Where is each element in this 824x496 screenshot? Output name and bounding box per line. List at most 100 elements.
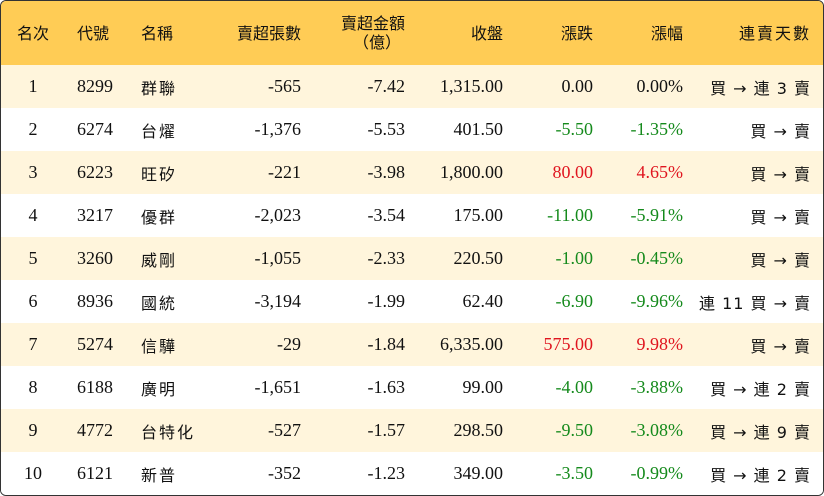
table-body: 1 8299 群聯 -565 -7.42 1,315.00 0.00 0.00% 買 → 連 3… xyxy=(1,65,823,495)
cell-change-pct: -9.96% xyxy=(630,291,684,311)
table-row[interactable]: 6 8936 國統 -3,194 -1.99 62.40 -6.90 -9.96% 連 11 買… xyxy=(1,280,823,323)
cell-close: 175.00 xyxy=(453,205,504,225)
cell-change-pct: -3.88% xyxy=(630,377,684,397)
cell-close: 6,335.00 xyxy=(440,334,503,354)
cell-code: 6223 xyxy=(77,162,113,182)
cell-rank: 7 xyxy=(28,334,38,354)
cell-sell-amount: -5.53 xyxy=(367,119,406,139)
cell-sell-shares: -221 xyxy=(268,162,301,182)
cell-change: -4.00 xyxy=(555,377,594,397)
header-change-pct[interactable]: 漲幅 xyxy=(650,23,683,43)
cell-change: -11.00 xyxy=(547,205,593,225)
cell-streak: 買 → 賣 xyxy=(750,207,811,227)
cell-change: -9.50 xyxy=(555,420,594,440)
cell-streak: 買 → 連 2 賣 xyxy=(710,465,811,485)
table-row[interactable]: 7 5274 信驊 -29 -1.84 6,335.00 575.00 9.98% 買 → 賣 xyxy=(1,323,823,366)
table-row[interactable]: 4 3217 優群 -2,023 -3.54 175.00 -11.00 -5.91% 買 → … xyxy=(1,194,823,237)
cell-close: 62.40 xyxy=(462,291,504,311)
cell-code: 3260 xyxy=(77,248,113,268)
cell-rank: 3 xyxy=(28,162,38,182)
cell-change-pct: -0.45% xyxy=(630,248,684,268)
cell-name: 威剛 xyxy=(141,250,178,270)
cell-rank: 4 xyxy=(28,205,38,225)
cell-code: 8936 xyxy=(77,291,113,311)
cell-change: 0.00 xyxy=(561,76,594,96)
cell-code: 3217 xyxy=(77,205,113,225)
cell-sell-amount: -3.54 xyxy=(367,205,406,225)
cell-change-pct: -3.08% xyxy=(630,420,684,440)
table-row[interactable]: 2 6274 台燿 -1,376 -5.53 401.50 -5.50 -1.35% 買 → 賣 xyxy=(1,108,823,151)
cell-close: 1,800.00 xyxy=(440,162,503,182)
cell-name: 信驊 xyxy=(141,336,178,356)
cell-rank: 8 xyxy=(28,377,38,397)
cell-sell-shares: -2,023 xyxy=(254,205,302,225)
cell-streak: 買 → 賣 xyxy=(750,121,811,141)
cell-change: -3.50 xyxy=(555,463,594,483)
cell-rank: 10 xyxy=(24,463,42,483)
cell-code: 5274 xyxy=(77,334,113,354)
header-streak[interactable]: 連賣天數 xyxy=(738,23,811,43)
cell-change-pct: -0.99% xyxy=(630,463,684,483)
cell-rank: 6 xyxy=(28,291,38,311)
cell-rank: 2 xyxy=(28,119,38,139)
cell-rank: 1 xyxy=(28,76,38,96)
cell-close: 401.50 xyxy=(453,119,504,139)
header-sell-amount-line1: 賣超金額 xyxy=(340,14,405,33)
cell-name: 國統 xyxy=(141,293,178,313)
cell-close: 220.50 xyxy=(453,248,504,268)
table-row[interactable]: 10 6121 新普 -352 -1.23 349.00 -3.50 -0.99% 買 → 連 … xyxy=(1,452,823,495)
cell-streak: 買 → 連 9 賣 xyxy=(710,422,811,442)
cell-sell-shares: -29 xyxy=(277,334,301,354)
cell-change-pct: 9.98% xyxy=(636,334,684,354)
cell-streak: 買 → 連 3 賣 xyxy=(710,78,811,98)
table-row[interactable]: 9 4772 台特化 -527 -1.57 298.50 -9.50 -3.08% 買 → 連 … xyxy=(1,409,823,452)
header-sell-amount-line2: （億） xyxy=(352,33,401,52)
header-sell-shares[interactable]: 賣超張數 xyxy=(236,23,301,43)
cell-close: 99.00 xyxy=(462,377,504,397)
table-row[interactable]: 1 8299 群聯 -565 -7.42 1,315.00 0.00 0.00% 買 → 連 3… xyxy=(1,65,823,108)
cell-change-pct: -1.35% xyxy=(630,119,684,139)
cell-rank: 5 xyxy=(28,248,38,268)
cell-name: 廣明 xyxy=(141,379,178,399)
cell-change: -5.50 xyxy=(555,119,594,139)
cell-change-pct: 4.65% xyxy=(636,162,684,182)
cell-streak: 買 → 賣 xyxy=(750,336,811,356)
table-row[interactable]: 5 3260 威剛 -1,055 -2.33 220.50 -1.00 -0.45% 買 → 賣 xyxy=(1,237,823,280)
header-code[interactable]: 代號 xyxy=(77,23,110,43)
cell-rank: 9 xyxy=(28,420,38,440)
cell-change: -6.90 xyxy=(555,291,594,311)
cell-name: 優群 xyxy=(141,207,178,227)
cell-code: 4772 xyxy=(77,420,113,440)
header-close[interactable]: 收盤 xyxy=(470,23,503,43)
cell-sell-shares: -352 xyxy=(268,463,301,483)
cell-sell-amount: -7.42 xyxy=(367,76,406,96)
table-row[interactable]: 3 6223 旺矽 -221 -3.98 1,800.00 80.00 4.65% 買 → 賣 xyxy=(1,151,823,194)
header-sell-amount[interactable]: 賣超金額 （億） xyxy=(309,1,413,65)
cell-sell-shares: -3,194 xyxy=(254,291,302,311)
cell-change-pct: -5.91% xyxy=(630,205,684,225)
cell-change: -1.00 xyxy=(555,248,594,268)
cell-change: 575.00 xyxy=(543,334,594,354)
cell-close: 349.00 xyxy=(453,463,504,483)
cell-sell-amount: -1.57 xyxy=(367,420,406,440)
cell-sell-amount: -1.63 xyxy=(367,377,406,397)
cell-code: 6121 xyxy=(77,463,113,483)
cell-name: 旺矽 xyxy=(141,164,178,184)
cell-code: 8299 xyxy=(77,76,113,96)
cell-sell-amount: -1.99 xyxy=(367,291,406,311)
table-row[interactable]: 8 6188 廣明 -1,651 -1.63 99.00 -4.00 -3.88% 買 → 連 … xyxy=(1,366,823,409)
cell-sell-amount: -2.33 xyxy=(367,248,406,268)
cell-sell-shares: -1,376 xyxy=(254,119,302,139)
cell-sell-shares: -1,651 xyxy=(254,377,302,397)
cell-sell-amount: -1.23 xyxy=(367,463,406,483)
cell-name: 群聯 xyxy=(141,78,178,98)
header-name[interactable]: 名稱 xyxy=(141,23,174,43)
cell-streak: 買 → 連 2 賣 xyxy=(710,379,811,399)
cell-code: 6274 xyxy=(77,119,113,139)
cell-close: 1,315.00 xyxy=(440,76,503,96)
header-rank[interactable]: 名次 xyxy=(16,23,49,43)
cell-change: 80.00 xyxy=(552,162,594,182)
header-change[interactable]: 漲跌 xyxy=(560,23,593,43)
